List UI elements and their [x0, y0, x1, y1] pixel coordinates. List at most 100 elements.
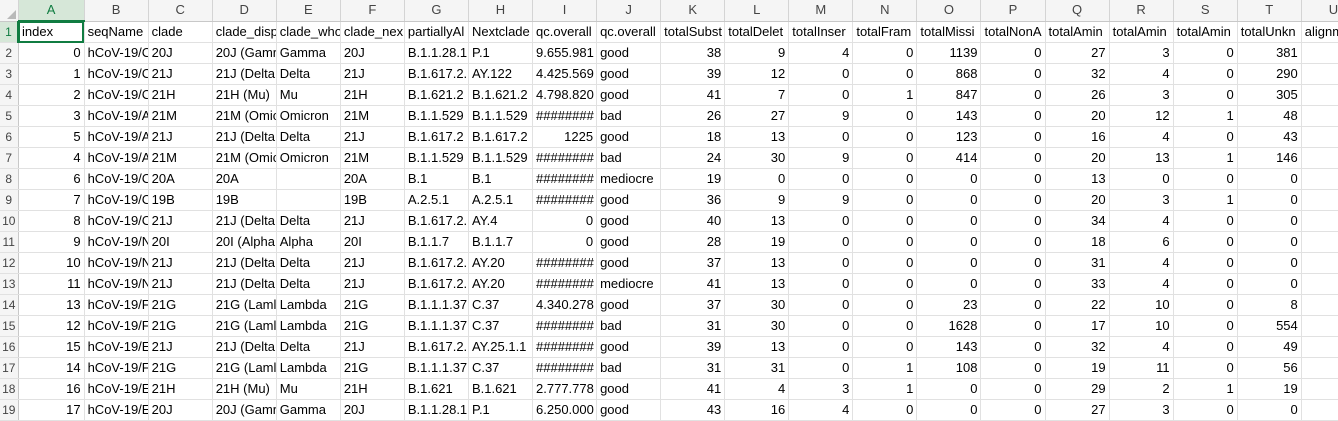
cell-h14[interactable]: C.37	[468, 294, 534, 316]
cell-n13[interactable]: 0	[852, 273, 918, 295]
cell-c2[interactable]: 20J	[148, 42, 213, 64]
cell-p16[interactable]: 0	[980, 336, 1046, 358]
cell-l5[interactable]: 27	[724, 105, 790, 127]
cell-f11[interactable]: 20I	[340, 231, 405, 253]
cell-j6[interactable]: good	[596, 126, 662, 148]
cell-b3[interactable]: hCoV-19/C	[84, 63, 149, 85]
cell-g2[interactable]: B.1.1.28.1	[404, 42, 469, 64]
cell-r9[interactable]: 3	[1109, 189, 1174, 211]
cell-i2[interactable]: 9.655.981	[532, 42, 598, 64]
cell-c15[interactable]: 21G	[148, 315, 213, 337]
cell-e11[interactable]: Alpha	[276, 231, 341, 253]
cell-f19[interactable]: 20J	[340, 399, 405, 421]
cell-t1[interactable]: totalUnkn	[1237, 21, 1302, 43]
cell-k10[interactable]: 40	[660, 210, 726, 232]
cell-n17[interactable]: 1	[852, 357, 918, 379]
row-header-16[interactable]: 16	[0, 336, 19, 358]
cell-d16[interactable]: 21J (Delta	[212, 336, 277, 358]
cell-u19[interactable]: 89	[1301, 399, 1338, 421]
cell-i9[interactable]: ########	[532, 189, 598, 211]
column-header-i[interactable]: I	[532, 0, 598, 22]
cell-d13[interactable]: 21J (Delta	[212, 273, 277, 295]
cell-m8[interactable]: 0	[788, 168, 854, 190]
cell-a8[interactable]: 6	[18, 168, 85, 190]
cell-k16[interactable]: 39	[660, 336, 726, 358]
cell-r14[interactable]: 10	[1109, 294, 1174, 316]
cell-f18[interactable]: 21H	[340, 378, 405, 400]
cell-o17[interactable]: 108	[916, 357, 982, 379]
cell-o4[interactable]: 847	[916, 84, 982, 106]
cell-a3[interactable]: 1	[18, 63, 85, 85]
cell-q16[interactable]: 32	[1045, 336, 1110, 358]
cell-p18[interactable]: 0	[980, 378, 1046, 400]
cell-h2[interactable]: P.1	[468, 42, 534, 64]
cell-f1[interactable]: clade_nex	[340, 21, 405, 43]
cell-g15[interactable]: B.1.1.1.37	[404, 315, 469, 337]
cell-j3[interactable]: good	[596, 63, 662, 85]
cell-j13[interactable]: mediocre	[596, 273, 662, 295]
cell-k6[interactable]: 18	[660, 126, 726, 148]
cell-r11[interactable]: 6	[1109, 231, 1174, 253]
cell-p19[interactable]: 0	[980, 399, 1046, 421]
cell-g4[interactable]: B.1.621.2	[404, 84, 469, 106]
cell-r5[interactable]: 12	[1109, 105, 1174, 127]
cell-g9[interactable]: A.2.5.1	[404, 189, 469, 211]
cell-g19[interactable]: B.1.1.28.1	[404, 399, 469, 421]
cell-s18[interactable]: 1	[1173, 378, 1238, 400]
cell-s15[interactable]: 0	[1173, 315, 1238, 337]
cell-t6[interactable]: 43	[1237, 126, 1302, 148]
cell-s4[interactable]: 0	[1173, 84, 1238, 106]
cell-d9[interactable]: 19B	[212, 189, 277, 211]
column-header-j[interactable]: J	[596, 0, 662, 22]
cell-m16[interactable]: 0	[788, 336, 854, 358]
row-header-19[interactable]: 19	[0, 399, 19, 421]
cell-p8[interactable]: 0	[980, 168, 1046, 190]
cell-j9[interactable]: good	[596, 189, 662, 211]
cell-c8[interactable]: 20A	[148, 168, 213, 190]
column-header-m[interactable]: M	[788, 0, 854, 22]
cell-b17[interactable]: hCoV-19/F	[84, 357, 149, 379]
cell-r12[interactable]: 4	[1109, 252, 1174, 274]
column-header-r[interactable]: R	[1109, 0, 1174, 22]
cell-e4[interactable]: Mu	[276, 84, 341, 106]
cell-b2[interactable]: hCoV-19/C	[84, 42, 149, 64]
cell-g17[interactable]: B.1.1.1.37	[404, 357, 469, 379]
cell-r13[interactable]: 4	[1109, 273, 1174, 295]
cell-c14[interactable]: 21G	[148, 294, 213, 316]
row-header-14[interactable]: 14	[0, 294, 19, 316]
row-header-3[interactable]: 3	[0, 63, 19, 85]
cell-h5[interactable]: B.1.1.529	[468, 105, 534, 127]
cell-s7[interactable]: 1	[1173, 147, 1238, 169]
cell-a12[interactable]: 10	[18, 252, 85, 274]
column-header-e[interactable]: E	[276, 0, 341, 22]
cell-b4[interactable]: hCoV-19/C	[84, 84, 149, 106]
cell-t14[interactable]: 8	[1237, 294, 1302, 316]
cell-u4[interactable]: 88	[1301, 84, 1338, 106]
cell-e19[interactable]: Gamma	[276, 399, 341, 421]
cell-o5[interactable]: 143	[916, 105, 982, 127]
cell-n18[interactable]: 1	[852, 378, 918, 400]
cell-l19[interactable]: 16	[724, 399, 790, 421]
cell-d5[interactable]: 21M (Omic	[212, 105, 277, 127]
cell-k12[interactable]: 37	[660, 252, 726, 274]
cell-b8[interactable]: hCoV-19/C	[84, 168, 149, 190]
row-header-1[interactable]: 1	[0, 21, 20, 43]
cell-j2[interactable]: good	[596, 42, 662, 64]
cell-c18[interactable]: 21H	[148, 378, 213, 400]
cell-p14[interactable]: 0	[980, 294, 1046, 316]
cell-h15[interactable]: C.37	[468, 315, 534, 337]
cell-u14[interactable]: 89	[1301, 294, 1338, 316]
cell-f12[interactable]: 21J	[340, 252, 405, 274]
cell-n12[interactable]: 0	[852, 252, 918, 274]
cell-i18[interactable]: 2.777.778	[532, 378, 598, 400]
cell-c11[interactable]: 20I	[148, 231, 213, 253]
cell-f9[interactable]: 19B	[340, 189, 405, 211]
cell-j17[interactable]: bad	[596, 357, 662, 379]
cell-f15[interactable]: 21G	[340, 315, 405, 337]
column-header-q[interactable]: Q	[1045, 0, 1110, 22]
cell-d2[interactable]: 20J (Gamr	[212, 42, 277, 64]
row-header-6[interactable]: 6	[0, 126, 19, 148]
column-header-f[interactable]: F	[340, 0, 405, 22]
cell-t5[interactable]: 48	[1237, 105, 1302, 127]
cell-s11[interactable]: 0	[1173, 231, 1238, 253]
